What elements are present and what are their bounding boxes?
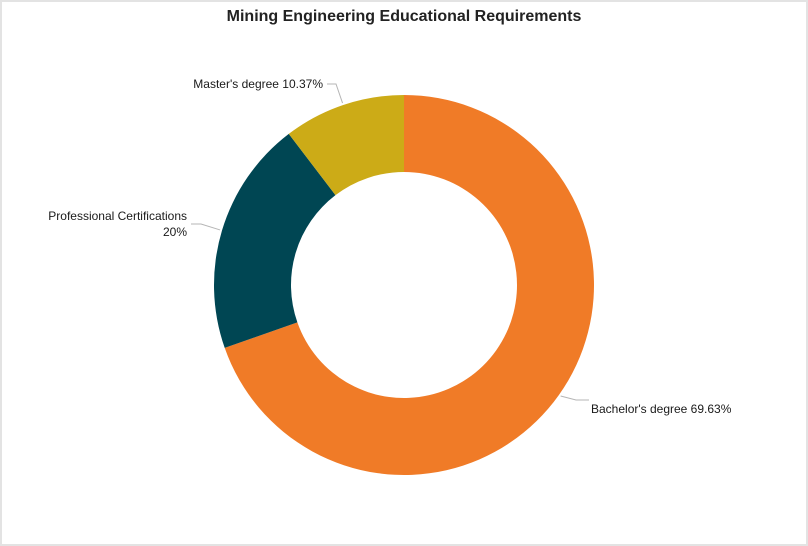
slice-label: Bachelor's degree 69.63% xyxy=(591,402,732,416)
leader-line xyxy=(191,223,221,231)
slice-label: Professional Certifications 20% xyxy=(48,209,187,239)
leader-line xyxy=(327,83,344,104)
donut-slice-bachelor-s-degree xyxy=(224,95,594,476)
donut-slice-professional-certifications xyxy=(214,133,336,348)
slice-label: Master's degree 10.37% xyxy=(193,77,323,91)
leader-line xyxy=(560,395,589,401)
chart-title: Mining Engineering Educational Requireme… xyxy=(226,8,582,25)
donut-slice-master-s-degree xyxy=(288,95,404,196)
